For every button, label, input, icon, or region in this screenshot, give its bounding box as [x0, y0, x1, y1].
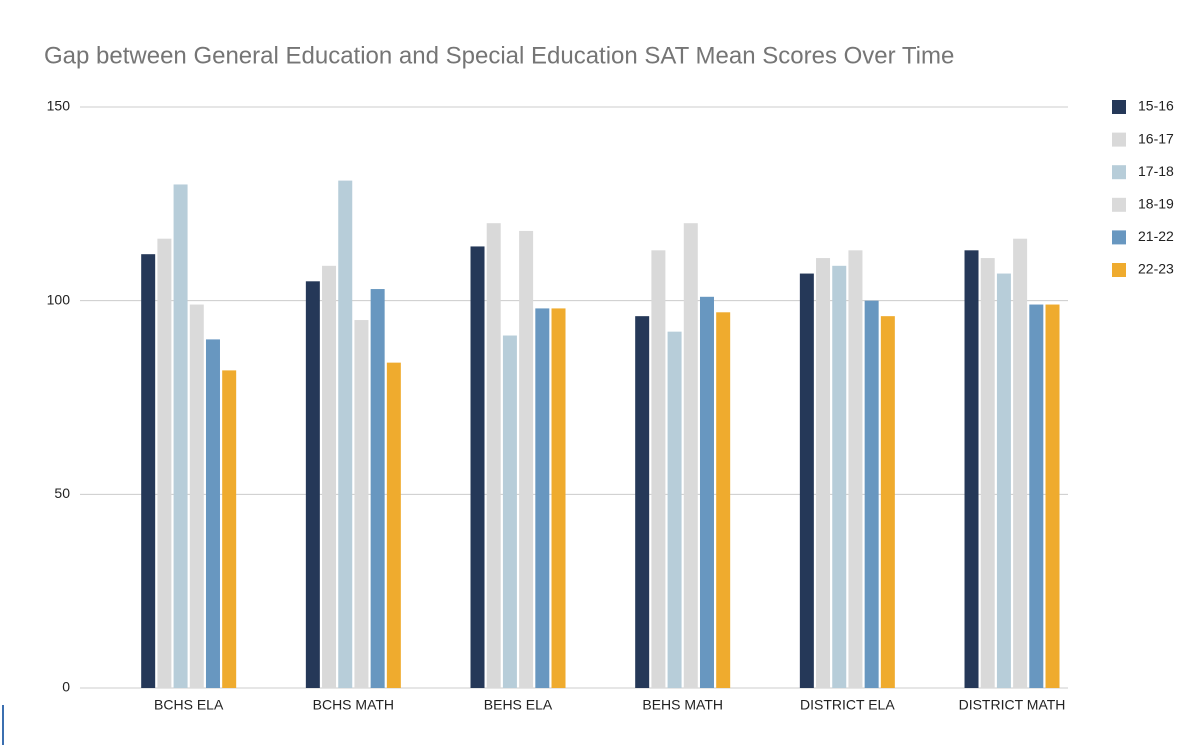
- legend-swatch: [1112, 165, 1126, 180]
- legend-swatch: [1112, 230, 1126, 245]
- x-tick-label: BEHS ELA: [484, 697, 553, 713]
- y-tick-label: 100: [47, 291, 71, 307]
- bar: [996, 273, 1011, 688]
- bar: [964, 250, 979, 688]
- bar: [205, 339, 220, 688]
- legend-label: 16-17: [1138, 130, 1174, 146]
- legend-label: 17-18: [1138, 163, 1174, 179]
- x-tick-label: BCHS MATH: [313, 697, 394, 713]
- bar: [386, 362, 401, 688]
- legend-label: 22-23: [1138, 261, 1174, 277]
- y-tick-label: 150: [47, 98, 71, 114]
- bar: [1029, 304, 1044, 688]
- bar: [141, 254, 156, 689]
- bar: [880, 316, 895, 688]
- bar: [635, 316, 650, 688]
- legend-label: 21-22: [1138, 228, 1174, 244]
- bar: [980, 258, 995, 688]
- bar: [157, 238, 172, 688]
- bar: [1013, 238, 1028, 688]
- y-tick-label: 0: [62, 679, 70, 695]
- legend-swatch: [1112, 132, 1126, 147]
- legend-label: 15-16: [1138, 98, 1174, 114]
- x-tick-label: BEHS MATH: [642, 697, 723, 713]
- bar: [551, 308, 566, 688]
- bar: [338, 180, 353, 689]
- bar: [832, 265, 847, 688]
- bar: [502, 335, 517, 688]
- bar: [667, 331, 682, 688]
- bar: [651, 250, 666, 688]
- bar: [322, 265, 337, 688]
- legend-label: 18-19: [1138, 196, 1174, 212]
- bar: [683, 223, 698, 688]
- bar: [864, 300, 879, 688]
- y-tick-label: 50: [54, 485, 70, 501]
- bar: [799, 273, 814, 688]
- bar: [716, 312, 731, 688]
- bar: [535, 308, 550, 688]
- bar: [305, 281, 320, 688]
- bar: [370, 289, 385, 688]
- bar: [699, 296, 714, 688]
- bar: [486, 223, 501, 688]
- legend-swatch: [1112, 263, 1126, 277]
- x-tick-label: DISTRICT MATH: [959, 697, 1066, 713]
- bar: [189, 304, 204, 688]
- bar: [222, 370, 237, 688]
- bar: [354, 320, 369, 688]
- legend-swatch: [1112, 100, 1126, 114]
- chart-title: Gap between General Education and Specia…: [44, 42, 954, 69]
- bar: [848, 250, 863, 688]
- bar: [173, 184, 188, 688]
- legend-swatch: [1112, 197, 1126, 212]
- bar: [1045, 304, 1060, 688]
- bar: [816, 258, 831, 688]
- bar: [519, 230, 534, 689]
- x-tick-label: BCHS ELA: [154, 697, 224, 713]
- x-tick-label: DISTRICT ELA: [800, 697, 895, 713]
- bar: [470, 246, 485, 688]
